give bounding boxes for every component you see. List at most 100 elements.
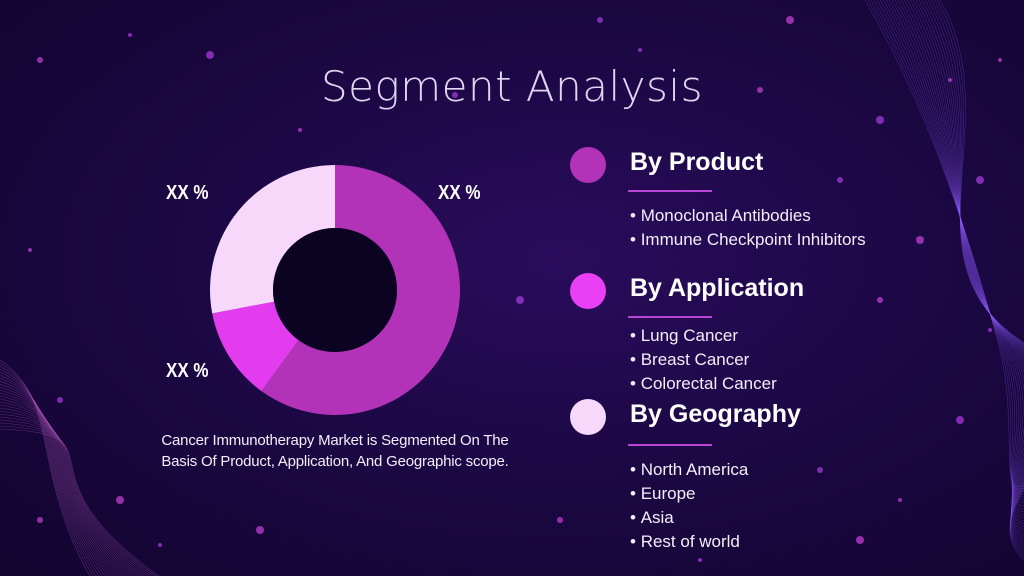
sparkle-dot	[877, 297, 883, 303]
wave-line	[0, 419, 151, 576]
wave-line	[918, 0, 1024, 540]
wave-line	[0, 428, 160, 576]
sparkle-dot	[786, 16, 794, 24]
wave-line	[0, 392, 124, 576]
wave-line	[864, 0, 1024, 488]
sparkle-dot	[837, 177, 843, 183]
wave-line	[930, 0, 1024, 552]
list-item: Lung Cancer	[630, 324, 777, 348]
sparkle-dot	[757, 87, 763, 93]
sparkle-dot	[597, 17, 603, 23]
sparkle-dot	[128, 33, 132, 37]
wave-line	[891, 0, 1024, 513]
segment-product-rule	[628, 190, 712, 192]
sparkle-dot	[898, 498, 902, 502]
list-item: Rest of world	[630, 530, 748, 554]
sparkle-dot	[28, 248, 32, 252]
segment-application-list: Lung Cancer Breast Cancer Colorectal Can…	[630, 324, 777, 396]
wave-line	[0, 407, 139, 576]
wave-line	[870, 0, 1024, 492]
data-label-right-top: XX %	[438, 182, 481, 204]
wave-line	[915, 0, 1024, 537]
sparkle-dot	[876, 116, 884, 124]
wave-line	[0, 389, 121, 576]
wave-line	[873, 0, 1024, 495]
wave-line	[888, 0, 1024, 510]
sparkle-dot	[557, 517, 563, 523]
wave-line	[900, 0, 1024, 522]
wave-line	[0, 422, 154, 576]
wave-line	[909, 0, 1024, 531]
list-item: Asia	[630, 506, 748, 530]
wave-line	[0, 401, 133, 576]
sparkle-dot	[256, 526, 264, 534]
sparkle-dot	[516, 296, 524, 304]
wave-line	[0, 377, 109, 576]
wave-line	[0, 368, 100, 576]
list-item: Colorectal Cancer	[630, 372, 777, 396]
donut-slice-2	[212, 301, 299, 392]
sparkle-dot	[206, 51, 214, 59]
donut-hole	[273, 228, 397, 352]
segment-application-rule	[628, 316, 712, 318]
segment-application-heading: By Application	[630, 274, 805, 302]
wave-line	[939, 0, 1024, 561]
wave-line	[882, 0, 1024, 504]
wave-line	[0, 404, 136, 576]
list-item: Breast Cancer	[630, 348, 777, 372]
segment-geography-heading: By Geography	[630, 400, 801, 428]
sparkle-dot	[916, 236, 924, 244]
wave-line	[0, 365, 97, 576]
list-item: Immune Checkpoint Inhibitors	[630, 228, 866, 252]
donut-slice-1	[261, 165, 460, 415]
wave-line	[0, 386, 118, 576]
wave-line	[906, 0, 1024, 528]
sparkle-dot	[158, 543, 162, 547]
wave-line	[0, 383, 115, 576]
wave-line	[885, 0, 1024, 507]
sparkle-dot	[988, 328, 992, 332]
sparkle-dot	[856, 536, 864, 544]
sparkle-dot	[956, 416, 964, 424]
sparkle-dot	[116, 496, 124, 504]
wave-line	[0, 410, 142, 576]
sparkle-dot	[37, 517, 43, 523]
segment-application-dot	[570, 273, 606, 309]
wave-line	[0, 398, 130, 576]
wave-line	[0, 359, 91, 576]
list-item: Monoclonal Antibodies	[630, 204, 866, 228]
wave-line	[867, 0, 1024, 490]
wave-line	[0, 362, 94, 576]
wave-line	[0, 413, 145, 576]
segment-geography-list: North America Europe Asia Rest of world	[630, 458, 749, 554]
chart-caption: Cancer Immunotherapy Market is Segmented…	[161, 432, 509, 470]
wave-line	[897, 0, 1024, 519]
wave-line	[0, 425, 157, 576]
sparkle-dot	[57, 397, 63, 403]
wave-line	[933, 0, 1024, 555]
sparkle-dot	[976, 176, 984, 184]
wave-line	[936, 0, 1024, 558]
wave-line	[0, 416, 148, 576]
wave-line	[879, 0, 1024, 501]
wave-line	[0, 371, 103, 576]
wave-line	[0, 395, 127, 576]
list-item: Europe	[630, 482, 748, 506]
segment-product-heading: By Product	[630, 148, 764, 176]
wave-line	[921, 0, 1024, 543]
wave-line	[876, 0, 1024, 498]
segment-product-list: Monoclonal Antibodies Immune Checkpoint …	[630, 204, 866, 252]
sparkle-dot	[298, 128, 302, 132]
donut-slice-3	[210, 165, 335, 314]
donut-chart	[210, 165, 460, 415]
data-label-left-top: XX %	[166, 182, 209, 204]
sparkle-dot	[817, 467, 823, 473]
list-item: North America	[630, 458, 749, 482]
sparkle-dot	[452, 92, 458, 98]
wave-line	[0, 380, 112, 576]
segment-geography-rule	[628, 444, 712, 446]
wave-line	[912, 0, 1024, 534]
sparkle-dot	[948, 78, 952, 82]
sparkle-dot	[698, 558, 702, 562]
